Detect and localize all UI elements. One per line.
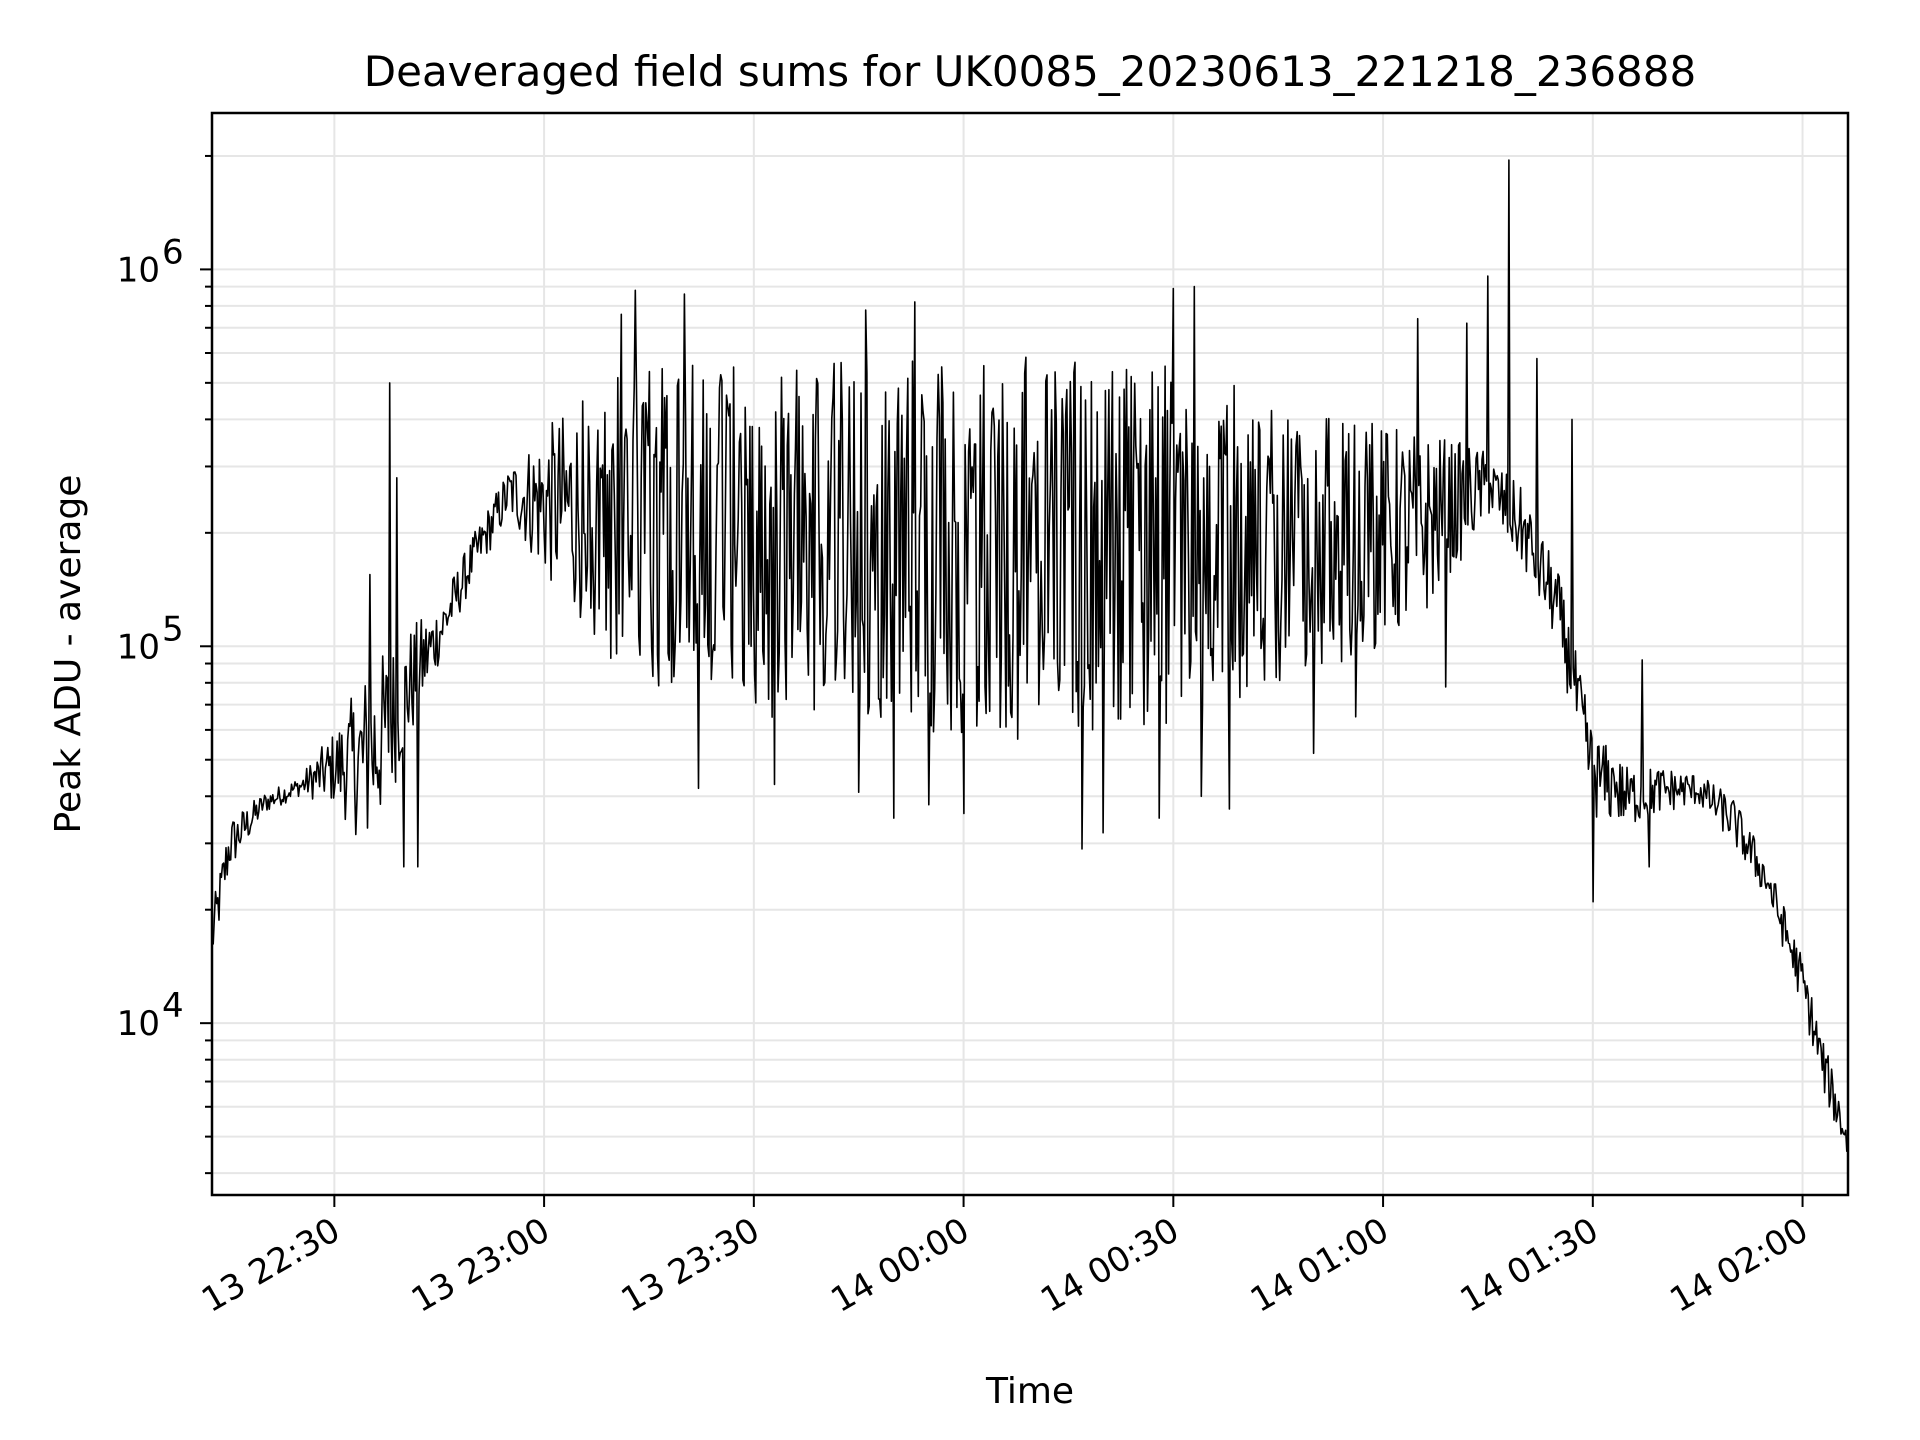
- data-layer: [211, 159, 1849, 1152]
- y-tick-label: 10: [117, 1004, 160, 1044]
- grid-layer: [212, 113, 1848, 1195]
- x-axis-title: Time: [985, 1371, 1074, 1412]
- y-tick-exponent: 5: [162, 609, 184, 649]
- series-line: [211, 159, 1849, 1152]
- plot-area-frame: [210, 111, 1850, 1197]
- y-tick-exponent: 4: [162, 986, 184, 1026]
- y-axis-title: Peak ADU - average: [48, 475, 89, 834]
- y-tick-label: 10: [117, 250, 160, 290]
- chart-title: Deaveraged field sums for UK0085_2023061…: [364, 47, 1696, 96]
- y-tick-exponent: 6: [162, 232, 184, 272]
- y-tick-label: 10: [117, 627, 160, 667]
